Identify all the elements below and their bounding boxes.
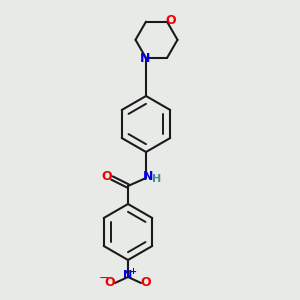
Text: O: O [102,170,112,184]
Text: −: − [99,272,109,284]
Text: +: + [129,267,136,276]
Text: O: O [141,277,151,290]
Text: O: O [105,277,115,290]
Text: N: N [123,271,133,281]
Text: H: H [152,174,162,184]
Text: N: N [143,170,153,184]
Text: O: O [166,14,176,27]
Text: N: N [140,52,150,65]
